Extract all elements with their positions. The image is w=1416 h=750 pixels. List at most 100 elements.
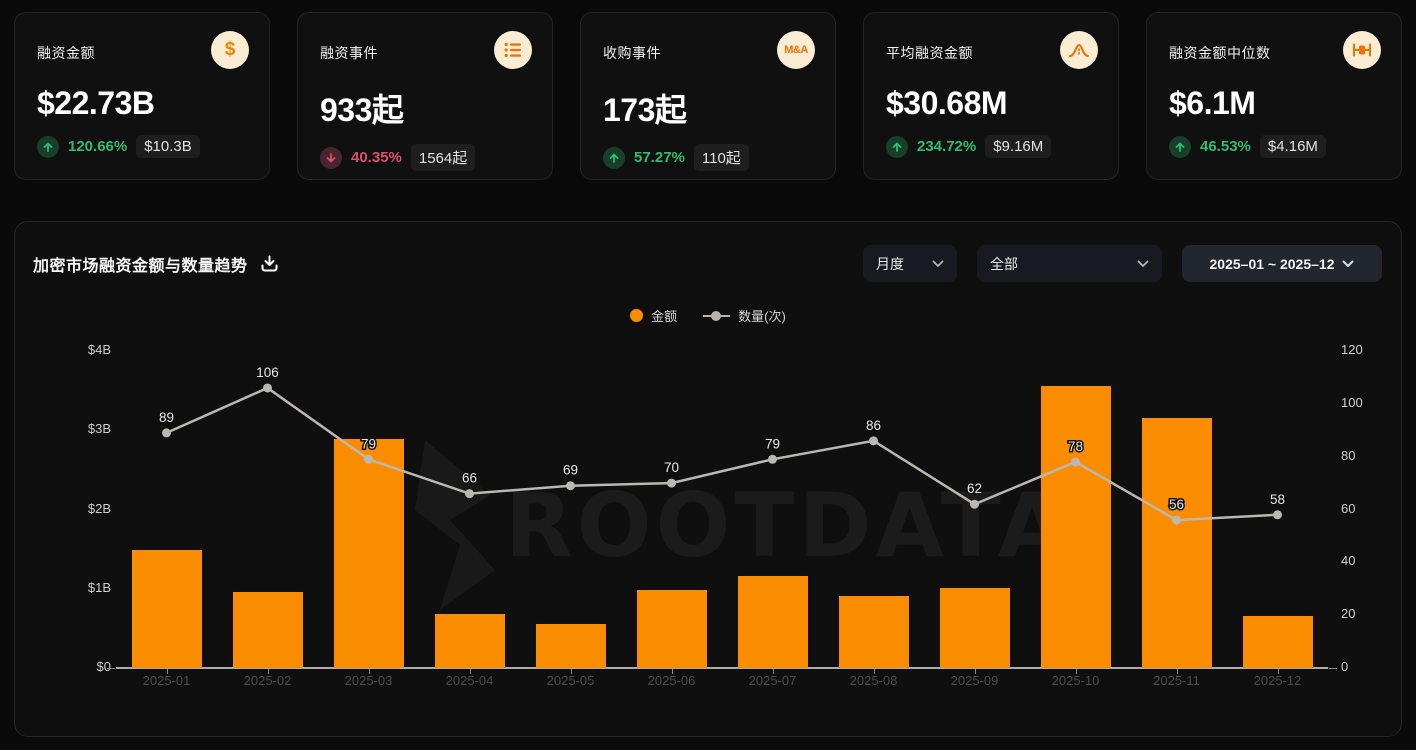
count-data-label: 79 — [765, 436, 780, 451]
axis-tick — [671, 669, 673, 674]
x-axis-label: 2025-09 — [950, 673, 999, 688]
line-point-2025-08[interactable] — [869, 436, 878, 446]
axis-tick — [469, 669, 471, 674]
count-data-label: 79 — [361, 436, 376, 451]
bar-2025-09[interactable] — [939, 587, 1010, 668]
bar-2025-02[interactable] — [232, 591, 303, 668]
list-icon — [494, 31, 532, 69]
x-axis-label: 2025-11 — [1153, 673, 1200, 688]
card-title: 融资事件 — [320, 45, 378, 61]
line-point-2025-12[interactable] — [1273, 510, 1282, 520]
card-title: 融资金额中位数 — [1169, 45, 1271, 61]
bar-2025-11[interactable] — [1141, 417, 1212, 668]
card-title: 收购事件 — [603, 45, 661, 61]
chevron-down-icon — [932, 260, 944, 267]
chart-plot-area[interactable]: $4B $3B $2B $1B $0 120 100 80 60 40 20 0 2025-01 2025… — [15, 222, 1401, 736]
category-select[interactable]: 全部 — [977, 245, 1162, 282]
bar-2025-10[interactable] — [1040, 385, 1111, 668]
trend-arrow-icon — [603, 146, 625, 169]
x-axis-label: 2025-03 — [344, 673, 393, 688]
trend-arrow-icon — [320, 146, 342, 169]
card-median-funding: 融资金额中位数 $6.1M 46.53% $4.16M — [1146, 12, 1402, 180]
line-point-2025-09[interactable] — [970, 499, 979, 509]
x-axis-label: 2025-04 — [445, 673, 494, 688]
y-axis-right-tick: 0 — [1341, 659, 1349, 674]
count-line-series: 89 106 79 66 69 70 79 86 62 78 56 58 — [157, 363, 1287, 525]
count-data-label: 69 — [563, 463, 578, 478]
card-value: $6.1M — [1169, 85, 1256, 121]
stat-cards-row: 融资金额 $ $22.73B 120.66% $10.3B 融资事件 933起 — [14, 12, 1402, 180]
x-axis-label: 2025-06 — [647, 673, 696, 688]
line-point-2025-03[interactable] — [364, 454, 373, 464]
line-point-2025-06[interactable] — [667, 478, 676, 488]
x-axis-label: 2025-08 — [849, 673, 898, 688]
date-range-select[interactable]: 2025–01 ~ 2025–12 — [1182, 245, 1382, 282]
bar-2025-05[interactable] — [535, 623, 606, 668]
bar-2025-08[interactable] — [838, 595, 909, 668]
bar-2025-12[interactable] — [1242, 615, 1313, 668]
count-data-label: 86 — [866, 418, 881, 433]
card-funding-amount: 融资金额 $ $22.73B 120.66% $10.3B — [14, 12, 270, 180]
y-axis-left-tick: $0 — [96, 659, 111, 674]
axis-tick — [772, 669, 774, 674]
previous-value: 1564起 — [410, 144, 476, 171]
trend-arrow-icon — [886, 135, 908, 158]
chevron-down-icon — [1342, 260, 1354, 267]
card-value: $30.68M — [886, 85, 1008, 121]
download-icon[interactable] — [260, 255, 279, 273]
bar-2025-03[interactable] — [333, 438, 404, 668]
count-data-label: 62 — [967, 481, 982, 496]
change-percent: 57.27% — [634, 149, 685, 166]
y-axis-right-tick: 60 — [1341, 500, 1356, 516]
count-series-marker — [703, 310, 731, 322]
previous-value: $10.3B — [136, 135, 200, 158]
count-data-label: 70 — [664, 460, 679, 475]
axis-tick — [974, 669, 976, 674]
ma-icon: M&A — [777, 31, 815, 69]
line-point-2025-01[interactable] — [162, 428, 171, 438]
bar-2025-07[interactable] — [737, 576, 808, 668]
chart-controls: 月度 全部 2025–01 ~ 2025–12 — [863, 245, 1382, 282]
trend-arrow-icon — [37, 135, 59, 158]
axis-tick — [267, 669, 269, 674]
chart-title: 加密市场融资金额与数量趋势 — [33, 257, 248, 275]
change-percent: 46.53% — [1200, 138, 1251, 155]
axis-tick — [1277, 669, 1279, 674]
curve-icon — [1060, 31, 1098, 69]
y-axis-right-tick: 40 — [1341, 553, 1356, 569]
bar-2025-04[interactable] — [434, 614, 505, 668]
count-data-label: 56 — [1169, 497, 1184, 512]
y-axis-right-tick: 120 — [1341, 342, 1363, 357]
line-point-2025-07[interactable] — [768, 454, 777, 464]
dollar-icon: $ — [211, 31, 249, 69]
card-average-funding: 平均融资金额 $30.68M 234.72% $9.16M — [863, 12, 1119, 180]
card-change: 120.66% $10.3B — [37, 135, 249, 158]
card-change: 46.53% $4.16M — [1169, 135, 1381, 158]
axis-tick — [1329, 668, 1337, 669]
line-point-2025-11[interactable] — [1172, 515, 1181, 525]
y-axis-right-tick: 100 — [1341, 394, 1363, 410]
line-point-2025-10[interactable] — [1071, 457, 1080, 467]
axis-tick — [107, 668, 115, 669]
card-funding-events: 融资事件 933起 40.35% 1564起 — [297, 12, 553, 180]
y-axis-left-tick: $4B — [87, 342, 111, 357]
y-axis-left-tick: $3B — [87, 421, 111, 437]
line-point-2025-02[interactable] — [263, 383, 272, 393]
line-point-2025-05[interactable] — [566, 481, 575, 491]
x-axis-label: 2025-10 — [1051, 673, 1100, 688]
legend-item-count[interactable]: 数量(次) — [703, 306, 786, 325]
card-title: 平均融资金额 — [886, 45, 973, 61]
bar-2025-06[interactable] — [636, 589, 707, 668]
count-data-label: 89 — [159, 410, 174, 425]
period-select[interactable]: 月度 — [863, 245, 957, 282]
axis-tick — [166, 669, 168, 674]
chart-legend: 金额 数量(次) — [15, 306, 1401, 325]
y-axis-left-tick: $1B — [87, 579, 111, 595]
axis-tick — [1075, 669, 1077, 674]
chevron-down-icon — [1137, 260, 1149, 267]
count-data-label: 78 — [1068, 439, 1083, 454]
legend-item-amount[interactable]: 金额 — [630, 306, 677, 325]
axis-tick — [1176, 669, 1178, 674]
line-point-2025-04[interactable] — [465, 489, 474, 499]
bar-2025-01[interactable] — [131, 549, 202, 668]
